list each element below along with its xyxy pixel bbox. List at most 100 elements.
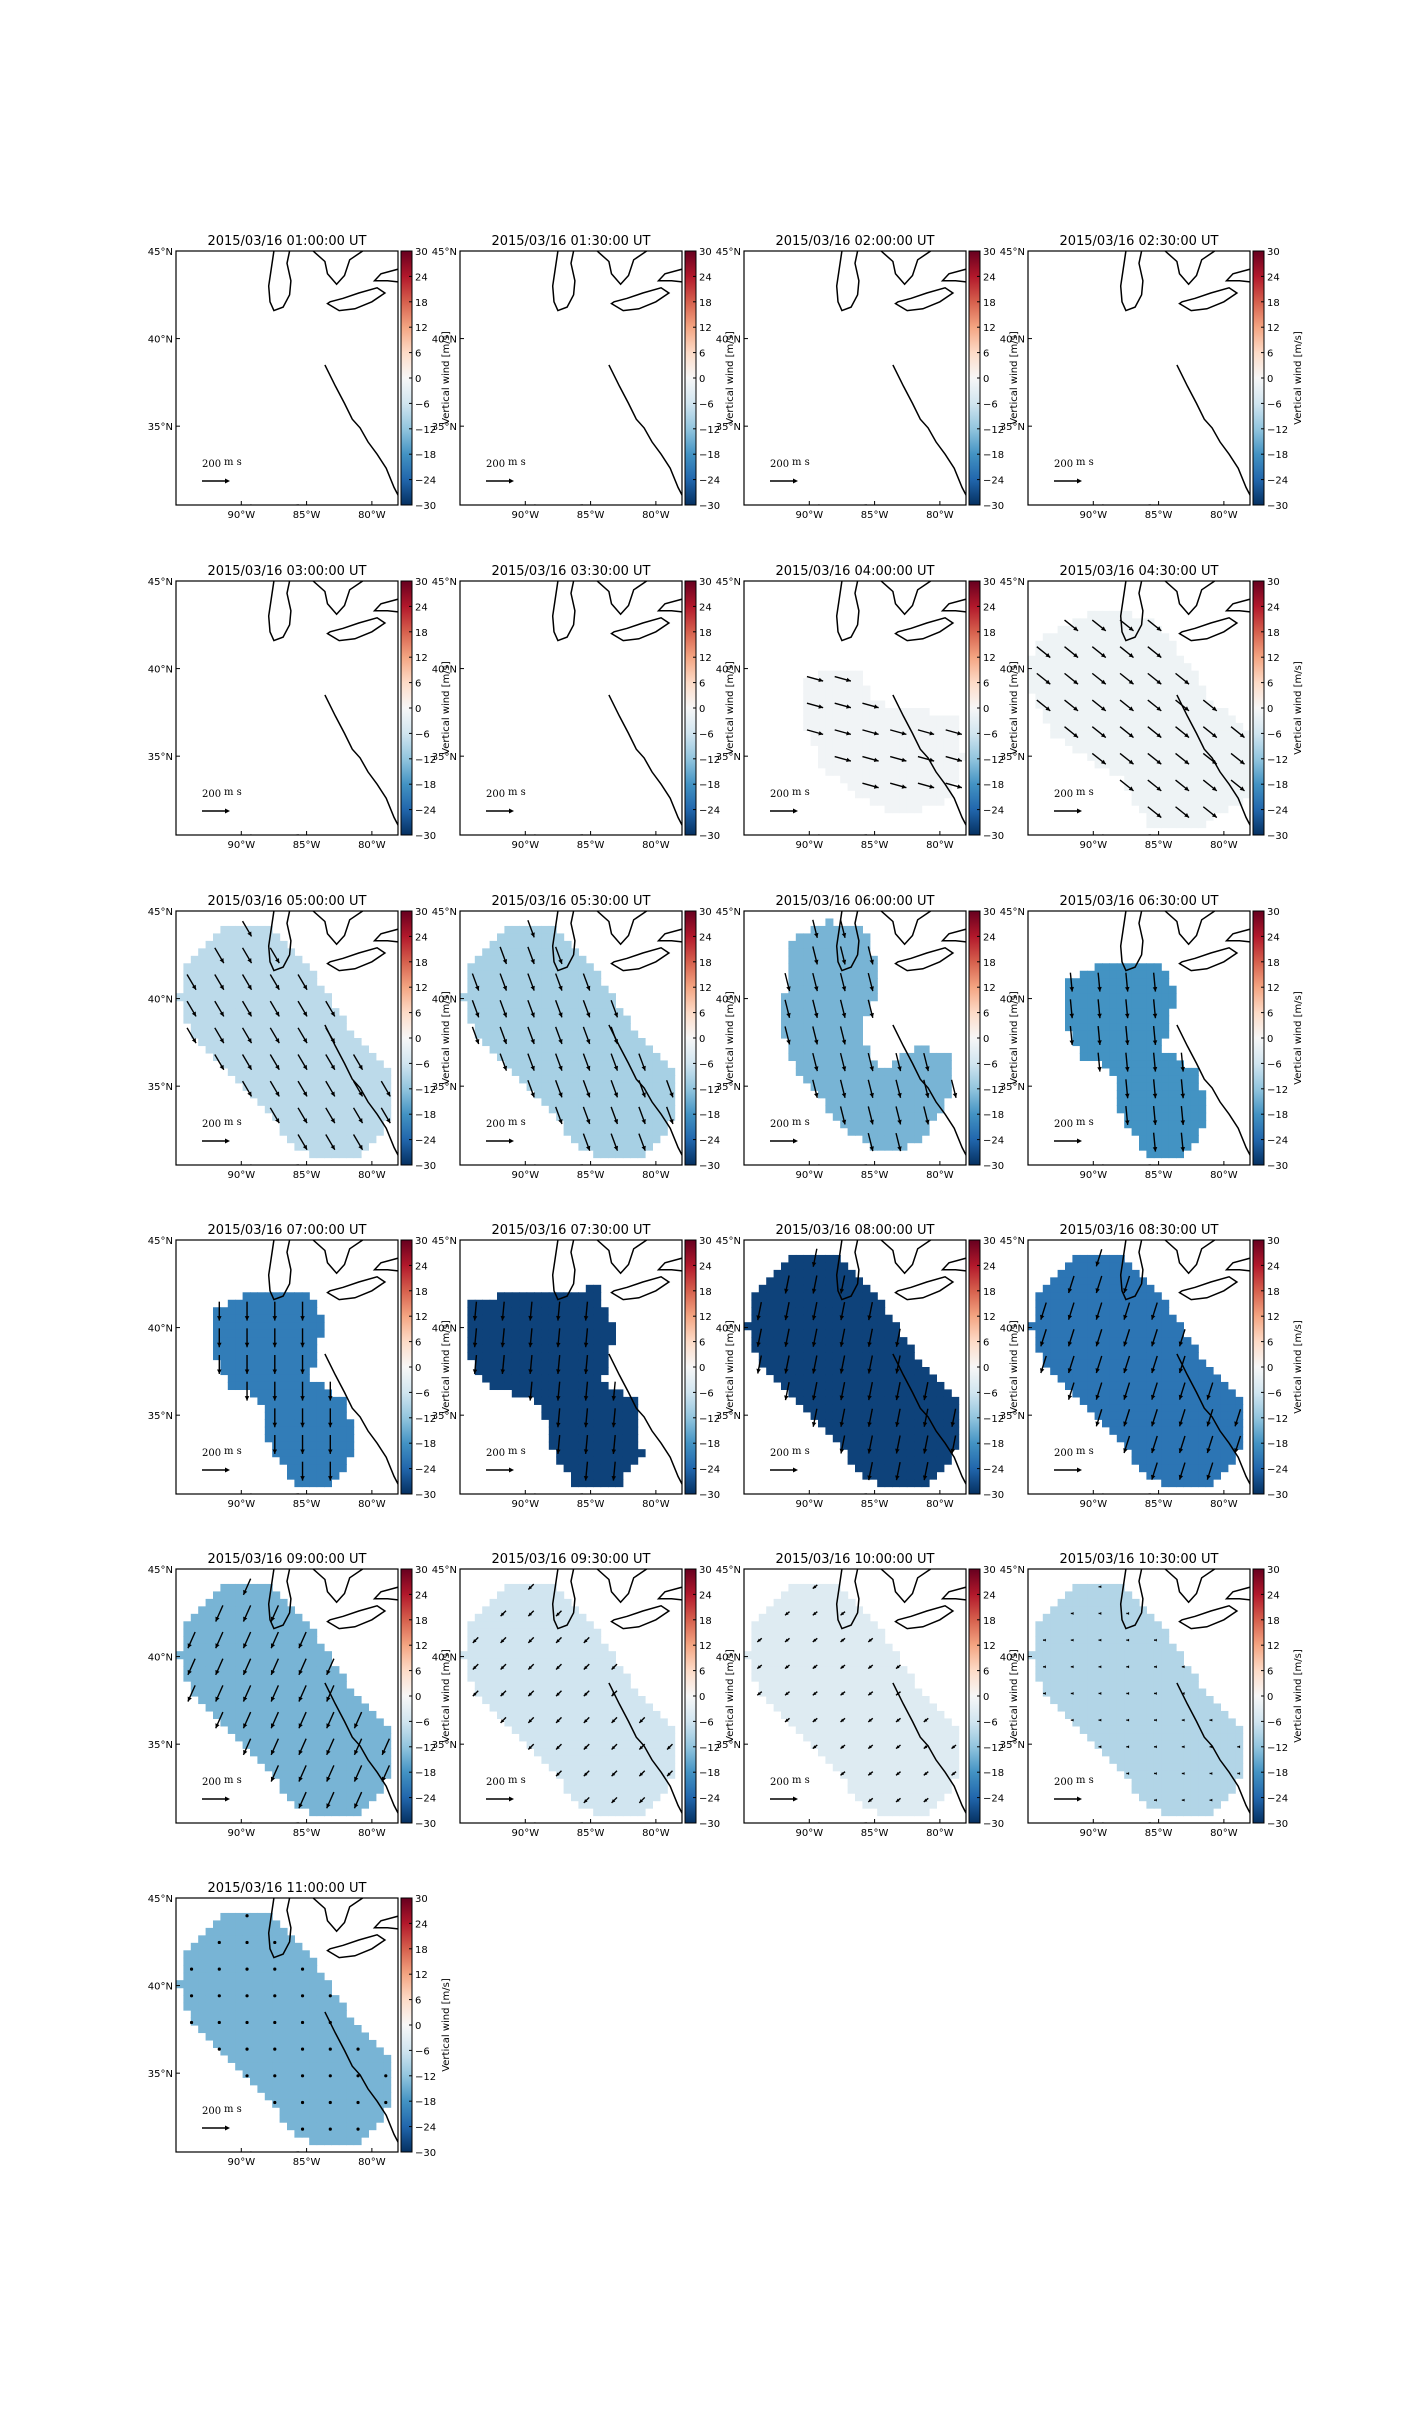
heatmap-cell bbox=[877, 1381, 886, 1391]
heatmap-cell bbox=[943, 1456, 952, 1465]
heatmap-cell bbox=[1190, 820, 1199, 829]
heatmap-cell bbox=[176, 993, 184, 1002]
wind-vector-head bbox=[897, 1146, 902, 1152]
heatmap-cell bbox=[264, 1419, 273, 1428]
colorbar-tick-label: 24 bbox=[699, 272, 712, 283]
heatmap-cell bbox=[1235, 760, 1244, 769]
heatmap-cell bbox=[818, 1269, 826, 1278]
reference-arrow-icon: 200 m s bbox=[486, 1446, 526, 1473]
heatmap-cell bbox=[600, 1120, 609, 1129]
reference-vector-unit: m s bbox=[1076, 457, 1094, 468]
heatmap-cell bbox=[1146, 700, 1155, 709]
heatmap-cell bbox=[294, 955, 303, 964]
heatmap-cell bbox=[818, 1389, 826, 1398]
heatmap-cell bbox=[832, 737, 841, 746]
heatmap-cell bbox=[1042, 1344, 1051, 1353]
colorbar-tick-label: −24 bbox=[415, 1136, 436, 1147]
heatmap-cell bbox=[855, 1307, 863, 1316]
heatmap-cell bbox=[1139, 797, 1147, 806]
colorbar-tick-label: −12 bbox=[415, 1414, 436, 1425]
heatmap-cell bbox=[1109, 1277, 1118, 1286]
heatmap-cell bbox=[1094, 715, 1103, 724]
heatmap-cell bbox=[906, 1135, 915, 1144]
heatmap-cell bbox=[600, 993, 609, 1002]
panel-frame bbox=[1027, 250, 1251, 506]
heatmap-cell bbox=[257, 1008, 266, 1017]
heatmap-cell bbox=[1124, 1075, 1133, 1084]
x-tick-label: 90°W bbox=[1079, 1170, 1107, 1181]
colorbar-tick-label: 18 bbox=[983, 298, 996, 309]
heatmap-cell bbox=[1109, 745, 1118, 754]
coastlines bbox=[534, 581, 682, 835]
wind-vector-head bbox=[873, 757, 879, 763]
heatmap-cell bbox=[593, 1299, 602, 1308]
heatmap-cell bbox=[578, 1389, 587, 1398]
heatmap-cell bbox=[534, 1008, 542, 1017]
wind-vector-head bbox=[302, 1011, 308, 1017]
heatmap-cell bbox=[1220, 775, 1229, 784]
heatmap-cell bbox=[1109, 633, 1118, 642]
heatmap-cell bbox=[1042, 633, 1051, 642]
heatmap-cell bbox=[1109, 752, 1118, 761]
heatmap-cell bbox=[1139, 1045, 1147, 1054]
heatmap-cell bbox=[489, 1023, 498, 1032]
heatmap-cell bbox=[1094, 1381, 1103, 1391]
heatmap-cell bbox=[571, 1307, 579, 1316]
heatmap-cell bbox=[467, 963, 476, 972]
wind-vector-head bbox=[814, 1012, 819, 1018]
heatmap-cell bbox=[615, 1434, 624, 1443]
heatmap-cell bbox=[294, 1292, 303, 1301]
heatmap-cell bbox=[1079, 1389, 1088, 1398]
heatmap-cell bbox=[526, 1374, 535, 1383]
heatmap-cell bbox=[1094, 708, 1103, 717]
heatmap-cell bbox=[788, 985, 797, 994]
heatmap-cell bbox=[301, 1045, 310, 1054]
y-tick-label: 45°N bbox=[148, 577, 173, 588]
heatmap-cell bbox=[862, 1449, 871, 1458]
heatmap-cell bbox=[652, 1075, 661, 1084]
heatmap-cell bbox=[943, 1060, 952, 1069]
wind-vector-head bbox=[583, 1315, 589, 1321]
heatmap-cell bbox=[482, 1352, 491, 1361]
heatmap-cell bbox=[504, 1045, 513, 1054]
wind-vector-head bbox=[897, 1066, 902, 1072]
wind-vector-head bbox=[247, 931, 252, 937]
colorbar-tick-label: 24 bbox=[699, 1261, 712, 1272]
heatmap-cell bbox=[227, 1352, 236, 1361]
heatmap-cell bbox=[519, 1307, 528, 1316]
heatmap-cell bbox=[1146, 1052, 1155, 1062]
heatmap-cell bbox=[1124, 767, 1133, 776]
heatmap-cell bbox=[1116, 1060, 1125, 1069]
heatmap-cell bbox=[906, 1120, 915, 1129]
heatmap-cell bbox=[1139, 1082, 1147, 1091]
heatmap-cell bbox=[869, 1329, 878, 1338]
wind-vector-head bbox=[558, 1119, 563, 1125]
heatmap-cell bbox=[571, 1471, 579, 1480]
heatmap-cell bbox=[563, 1299, 572, 1308]
heatmap-cell bbox=[1168, 1067, 1177, 1076]
x-tick-label: 85°W bbox=[1145, 510, 1173, 521]
heatmap-cell bbox=[1213, 775, 1221, 784]
heatmap-cell bbox=[324, 1389, 332, 1398]
heatmap-cell bbox=[1131, 993, 1140, 1002]
wind-vector-head bbox=[1128, 626, 1134, 631]
wind-vector-head bbox=[867, 1315, 872, 1321]
heatmap-cell bbox=[324, 1426, 332, 1435]
heatmap-cells bbox=[1028, 610, 1250, 829]
heatmap-cell bbox=[264, 1389, 273, 1398]
heatmap-cell bbox=[803, 1015, 812, 1024]
heatmap-cell bbox=[1102, 1352, 1110, 1361]
x-tick-label: 90°W bbox=[511, 510, 539, 521]
heatmap-cell bbox=[346, 1038, 355, 1047]
heatmap-cell bbox=[1042, 640, 1051, 649]
heatmap-cell bbox=[847, 715, 856, 724]
heatmap-cell bbox=[1102, 745, 1110, 754]
colorbar-tick-label: −6 bbox=[415, 1388, 430, 1399]
heatmap-cell bbox=[622, 1135, 631, 1144]
heatmap-cell bbox=[571, 970, 579, 979]
heatmap-cell bbox=[825, 1284, 834, 1293]
heatmap-cell bbox=[1042, 1307, 1051, 1316]
heatmap-cell bbox=[1131, 1008, 1140, 1017]
heatmap-cell bbox=[936, 1075, 945, 1084]
heatmap-cell bbox=[855, 1299, 863, 1308]
